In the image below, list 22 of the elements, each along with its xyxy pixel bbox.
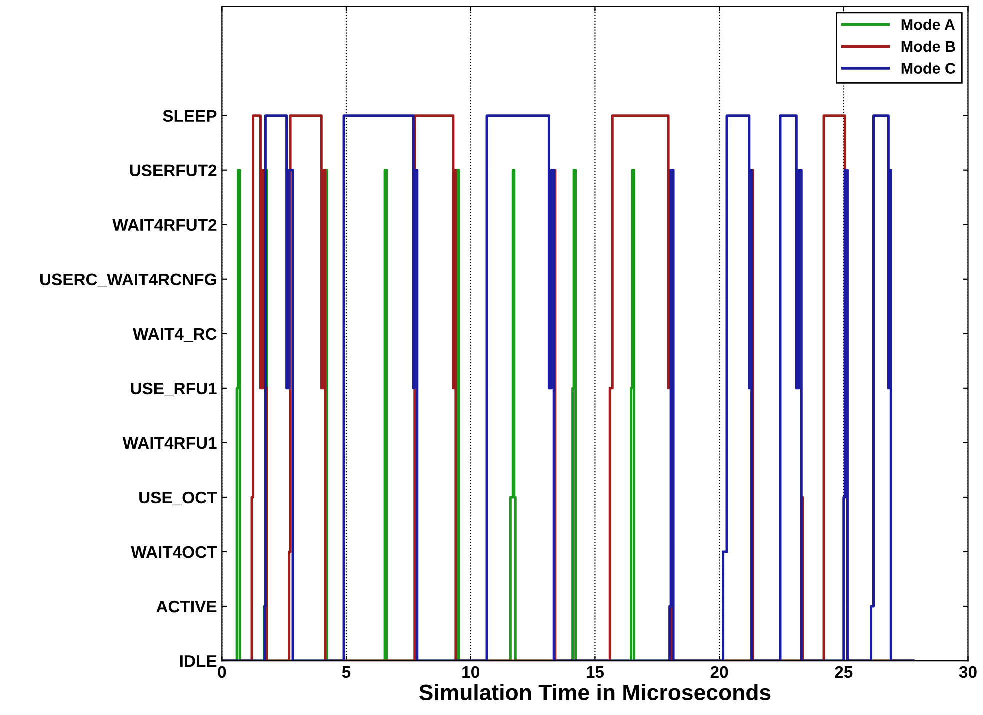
legend-label: Mode A [902,19,956,30]
category-label: ACTIVE [156,600,217,613]
legend-label: Mode C [902,62,956,74]
x-tick-label: 25 [835,666,853,678]
category-label: USERFUT2 [130,164,217,177]
x-tick-label: 30 [959,666,977,678]
category-label: USE_OCT [140,492,218,506]
category-label: IDLE [180,656,217,668]
category-label: WAIT4RFU1 [122,438,217,450]
x-tick-label: 0 [218,666,226,678]
category-label: USE_RFU1 [131,382,217,396]
x-tick-label: 20 [710,666,728,678]
legend-label: Mode B [902,40,956,52]
x-axis-title: Simulation Time in Microseconds [419,684,771,701]
category-label: WAIT4RFUT2 [112,219,217,232]
category-label: WAIT4OCT [131,546,218,558]
x-tick-label: 10 [462,666,480,678]
x-tick-label: 15 [586,666,604,678]
category-label: USERC_WAIT4RCNFG [40,274,216,288]
category-label: SLEEP [163,110,217,122]
x-tick-label: 5 [342,666,351,678]
category-label: WAIT4_RC [133,328,217,342]
